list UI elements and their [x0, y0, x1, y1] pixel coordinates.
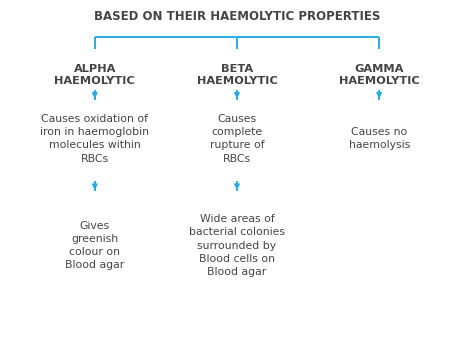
Text: Gives
greenish
colour on
Blood agar: Gives greenish colour on Blood agar — [65, 221, 124, 271]
Text: Causes oxidation of
iron in haemoglobin
molecules within
RBCs: Causes oxidation of iron in haemoglobin … — [40, 114, 149, 164]
Text: BASED ON THEIR HAEMOLYTIC PROPERTIES: BASED ON THEIR HAEMOLYTIC PROPERTIES — [94, 10, 380, 22]
Text: BETA
HAEMOLYTIC: BETA HAEMOLYTIC — [197, 64, 277, 86]
Text: Causes no
haemolysis: Causes no haemolysis — [348, 127, 410, 151]
Text: Causes
complete
rupture of
RBCs: Causes complete rupture of RBCs — [210, 114, 264, 164]
Text: GAMMA
HAEMOLYTIC: GAMMA HAEMOLYTIC — [339, 64, 419, 86]
Text: ALPHA
HAEMOLYTIC: ALPHA HAEMOLYTIC — [55, 64, 135, 86]
Text: Wide areas of
bacterial colonies
surrounded by
Blood cells on
Blood agar: Wide areas of bacterial colonies surroun… — [189, 214, 285, 277]
